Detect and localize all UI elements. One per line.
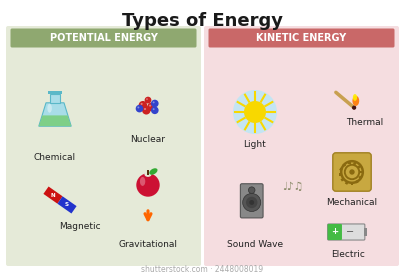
- Circle shape: [246, 197, 258, 208]
- Circle shape: [141, 103, 143, 105]
- Circle shape: [147, 103, 156, 111]
- Text: ♩♪♫: ♩♪♫: [282, 182, 304, 192]
- Circle shape: [151, 100, 159, 107]
- Circle shape: [146, 98, 148, 100]
- Circle shape: [153, 101, 155, 103]
- Bar: [339, 173, 342, 176]
- Circle shape: [149, 104, 151, 107]
- Circle shape: [145, 97, 151, 104]
- Text: Thermal: Thermal: [346, 118, 384, 127]
- Text: Mechanical: Mechanical: [326, 198, 377, 207]
- Circle shape: [136, 105, 143, 113]
- FancyBboxPatch shape: [241, 184, 263, 218]
- Circle shape: [349, 169, 355, 175]
- Ellipse shape: [352, 96, 359, 106]
- Bar: [49, 94, 60, 103]
- Bar: [351, 182, 353, 185]
- Bar: [341, 178, 344, 181]
- Bar: [147, 170, 149, 175]
- Bar: [345, 181, 348, 185]
- Circle shape: [249, 200, 254, 205]
- Text: Gravitational: Gravitational: [119, 240, 177, 249]
- Bar: [360, 171, 362, 173]
- Text: POTENTIAL ENERGY: POTENTIAL ENERGY: [49, 33, 158, 43]
- Ellipse shape: [353, 94, 357, 101]
- Text: +: +: [331, 227, 338, 237]
- Bar: [364, 228, 367, 235]
- Circle shape: [248, 187, 255, 193]
- Bar: [355, 180, 359, 183]
- Text: Sound Wave: Sound Wave: [227, 240, 283, 249]
- Text: S: S: [65, 202, 69, 207]
- Text: Light: Light: [244, 140, 266, 149]
- Ellipse shape: [145, 171, 151, 177]
- Ellipse shape: [136, 173, 160, 197]
- Text: N: N: [51, 193, 55, 198]
- FancyBboxPatch shape: [328, 224, 365, 240]
- Circle shape: [151, 106, 159, 114]
- Circle shape: [144, 108, 146, 110]
- Circle shape: [142, 106, 151, 115]
- Ellipse shape: [140, 177, 145, 186]
- Text: shutterstock.com · 2448008019: shutterstock.com · 2448008019: [141, 265, 264, 274]
- Circle shape: [243, 193, 261, 211]
- FancyBboxPatch shape: [333, 153, 371, 191]
- Bar: [358, 176, 362, 179]
- Circle shape: [233, 90, 277, 134]
- Circle shape: [153, 108, 155, 110]
- Circle shape: [137, 106, 139, 108]
- Bar: [48, 91, 62, 94]
- Polygon shape: [39, 115, 71, 126]
- Bar: [357, 165, 361, 169]
- Polygon shape: [39, 103, 71, 126]
- FancyBboxPatch shape: [6, 26, 201, 266]
- Text: KINETIC ENERGY: KINETIC ENERGY: [256, 33, 347, 43]
- Text: Electric: Electric: [331, 250, 365, 259]
- Ellipse shape: [352, 106, 356, 110]
- Text: −: −: [346, 227, 354, 237]
- Circle shape: [139, 101, 147, 109]
- Ellipse shape: [47, 104, 52, 113]
- Polygon shape: [58, 196, 77, 213]
- Bar: [343, 163, 346, 167]
- Text: Magnetic: Magnetic: [59, 222, 101, 231]
- Circle shape: [345, 165, 359, 179]
- Bar: [348, 162, 351, 164]
- Ellipse shape: [149, 168, 158, 175]
- Circle shape: [244, 101, 266, 123]
- Text: Types of Energy: Types of Energy: [122, 12, 283, 30]
- Polygon shape: [43, 186, 63, 204]
- Text: Chemical: Chemical: [34, 153, 76, 162]
- FancyBboxPatch shape: [11, 29, 196, 48]
- Bar: [353, 162, 356, 165]
- FancyBboxPatch shape: [328, 224, 342, 240]
- Bar: [339, 167, 343, 171]
- FancyBboxPatch shape: [204, 26, 399, 266]
- Text: Nuclear: Nuclear: [130, 135, 166, 144]
- FancyBboxPatch shape: [209, 29, 394, 48]
